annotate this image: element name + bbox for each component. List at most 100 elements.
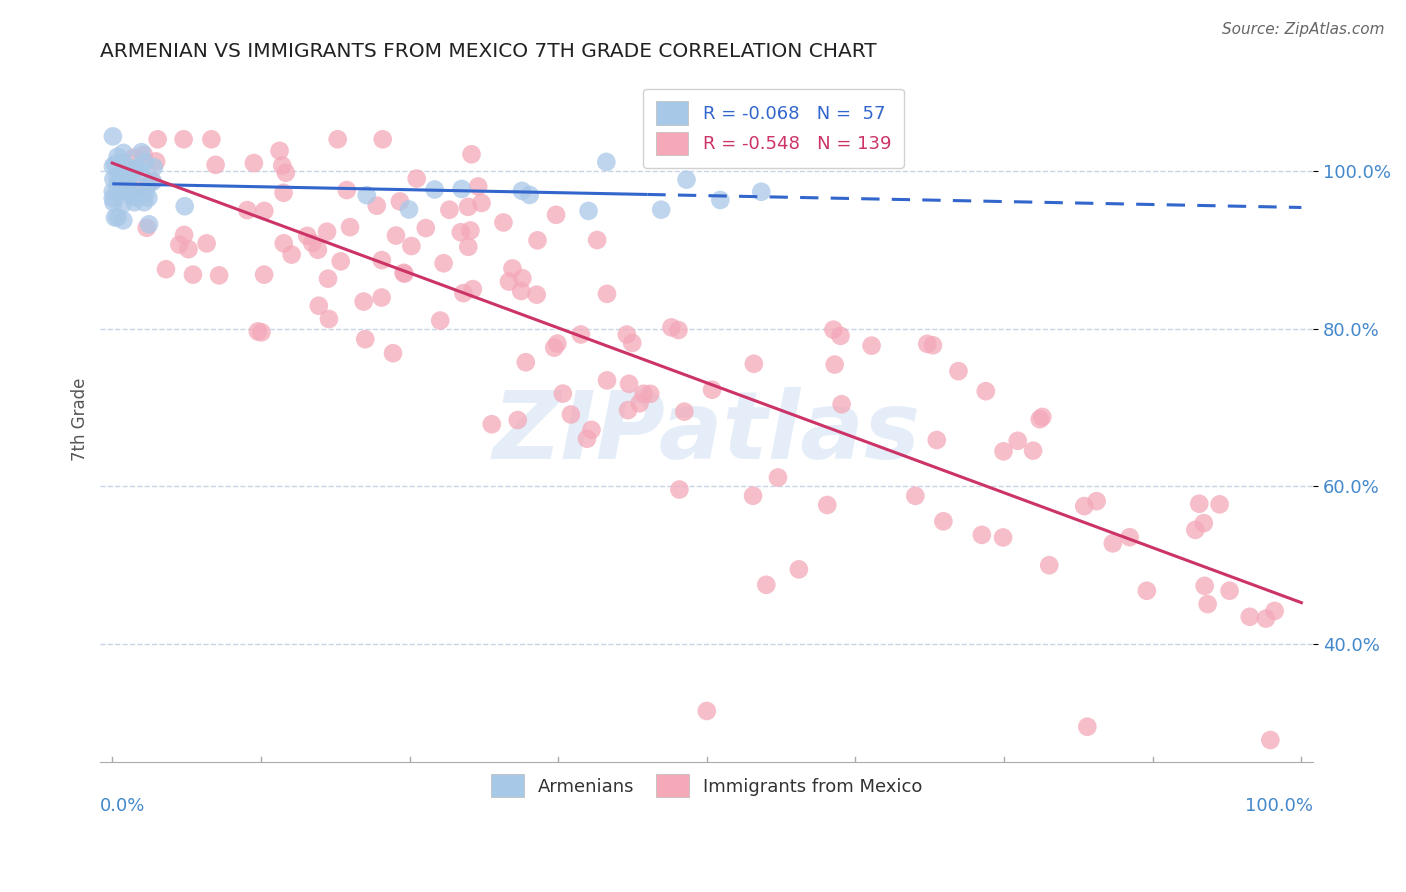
Point <box>208 268 231 283</box>
Point <box>1197 597 1219 611</box>
Point <box>526 287 548 301</box>
Point <box>101 185 124 199</box>
Point <box>132 195 155 210</box>
Point <box>111 170 134 185</box>
Point <box>581 423 603 437</box>
Point <box>124 195 146 210</box>
Point <box>510 284 533 298</box>
Point <box>169 237 191 252</box>
Point <box>1208 497 1230 511</box>
Point <box>107 171 129 186</box>
Point <box>371 132 394 146</box>
Point <box>131 145 153 160</box>
Point <box>401 239 423 253</box>
Point <box>830 329 852 343</box>
Point <box>925 433 948 447</box>
Point <box>339 220 361 235</box>
Point <box>991 531 1014 545</box>
Point <box>460 223 482 237</box>
Point <box>860 339 883 353</box>
Point <box>392 266 415 280</box>
Point <box>173 227 195 242</box>
Point <box>617 376 640 391</box>
Point <box>415 221 437 235</box>
Point <box>1085 494 1108 508</box>
Point <box>326 132 349 146</box>
Point <box>371 253 394 268</box>
Point <box>108 182 131 196</box>
Point <box>742 357 765 371</box>
Point <box>766 470 789 484</box>
Point <box>824 358 846 372</box>
Point <box>423 182 446 196</box>
Point <box>112 155 135 169</box>
Point <box>526 233 548 247</box>
Point <box>1260 733 1282 747</box>
Point <box>236 203 259 218</box>
Point <box>173 132 195 146</box>
Point <box>103 172 125 186</box>
Point <box>121 166 143 180</box>
Point <box>129 179 152 194</box>
Point <box>107 211 129 225</box>
Point <box>271 159 294 173</box>
Point <box>917 337 939 351</box>
Point <box>560 408 582 422</box>
Point <box>353 294 375 309</box>
Point <box>318 312 340 326</box>
Point <box>1007 434 1029 448</box>
Point <box>993 444 1015 458</box>
Point <box>138 191 160 205</box>
Point <box>336 183 359 197</box>
Point <box>922 338 945 352</box>
Point <box>1136 583 1159 598</box>
Point <box>273 236 295 251</box>
Point <box>122 151 145 165</box>
Point <box>638 387 661 401</box>
Point <box>575 432 598 446</box>
Point <box>696 704 718 718</box>
Point <box>948 364 970 378</box>
Point <box>755 578 778 592</box>
Point <box>370 291 392 305</box>
Point <box>125 161 148 175</box>
Point <box>457 200 479 214</box>
Point <box>354 332 377 346</box>
Point <box>316 225 339 239</box>
Point <box>269 144 291 158</box>
Point <box>243 156 266 170</box>
Point <box>501 261 523 276</box>
Point <box>633 386 655 401</box>
Point <box>460 147 482 161</box>
Text: ARMENIAN VS IMMIGRANTS FROM MEXICO 7TH GRADE CORRELATION CHART: ARMENIAN VS IMMIGRANTS FROM MEXICO 7TH G… <box>100 42 877 61</box>
Point <box>519 188 541 202</box>
Point <box>1239 609 1261 624</box>
Point <box>904 489 927 503</box>
Point <box>108 176 131 190</box>
Point <box>105 183 128 197</box>
Point <box>108 175 131 189</box>
Point <box>308 299 330 313</box>
Point <box>246 325 269 339</box>
Point <box>329 254 352 268</box>
Point <box>273 186 295 200</box>
Point <box>107 150 129 164</box>
Point <box>1184 523 1206 537</box>
Point <box>1031 409 1053 424</box>
Point <box>668 483 690 497</box>
Point <box>398 202 420 217</box>
Point <box>831 397 853 411</box>
Point <box>253 268 276 282</box>
Point <box>112 145 135 160</box>
Point <box>1073 499 1095 513</box>
Point <box>510 184 533 198</box>
Point <box>823 323 845 337</box>
Point <box>467 179 489 194</box>
Point <box>136 178 159 193</box>
Point <box>274 166 297 180</box>
Point <box>1188 497 1211 511</box>
Point <box>1076 720 1098 734</box>
Point <box>301 235 323 250</box>
Point <box>970 528 993 542</box>
Point <box>578 203 600 218</box>
